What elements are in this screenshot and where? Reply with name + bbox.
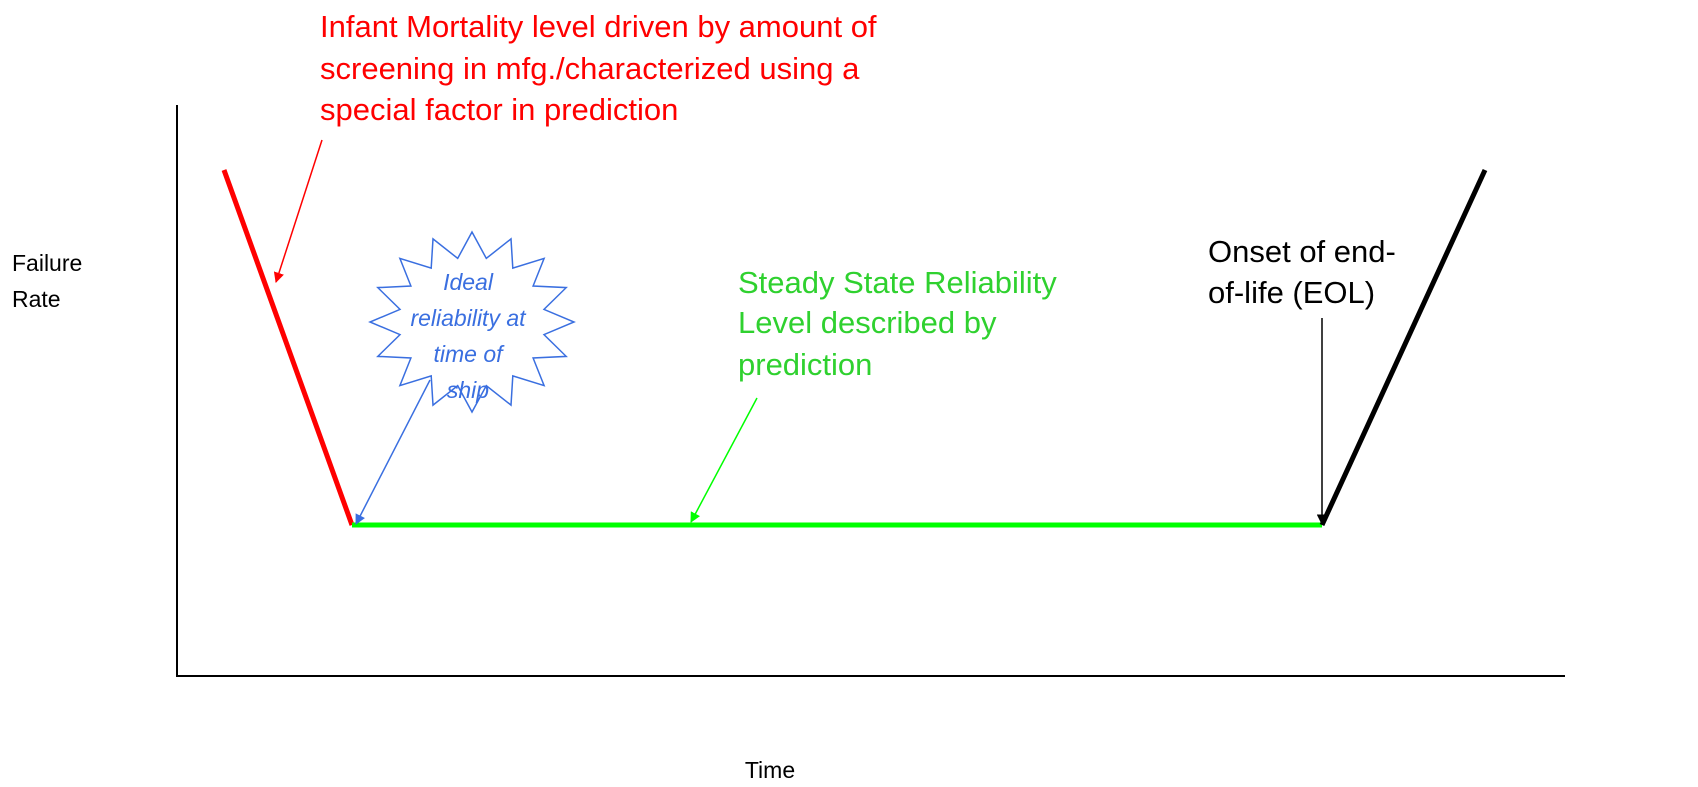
- infant-mortality-line: [221, 169, 355, 526]
- annotation: Ideal: [443, 269, 494, 295]
- annotation: reliability at: [410, 305, 527, 331]
- y-axis-label: Failure: [12, 250, 82, 276]
- annotation: Onset of end-: [1208, 234, 1396, 269]
- y-axis-label: Rate: [12, 286, 61, 312]
- annotation: time of: [433, 341, 505, 367]
- annotation: screening in mfg./characterized using a: [320, 51, 860, 86]
- arrow: [273, 139, 323, 283]
- arrow: [690, 397, 758, 523]
- annotation: special factor in prediction: [320, 92, 678, 127]
- annotation: prediction: [738, 347, 872, 382]
- eol-line: [1319, 168, 1488, 527]
- annotation: Steady State Reliability: [738, 265, 1057, 300]
- annotation: of-life (EOL): [1208, 275, 1375, 310]
- starburst: [368, 230, 576, 414]
- annotation: ship: [447, 377, 489, 403]
- annotation: Infant Mortality level driven by amount …: [320, 9, 877, 44]
- arrow: [355, 379, 431, 525]
- annotation: Level described by: [738, 305, 997, 340]
- x-axis-label: Time: [745, 757, 795, 783]
